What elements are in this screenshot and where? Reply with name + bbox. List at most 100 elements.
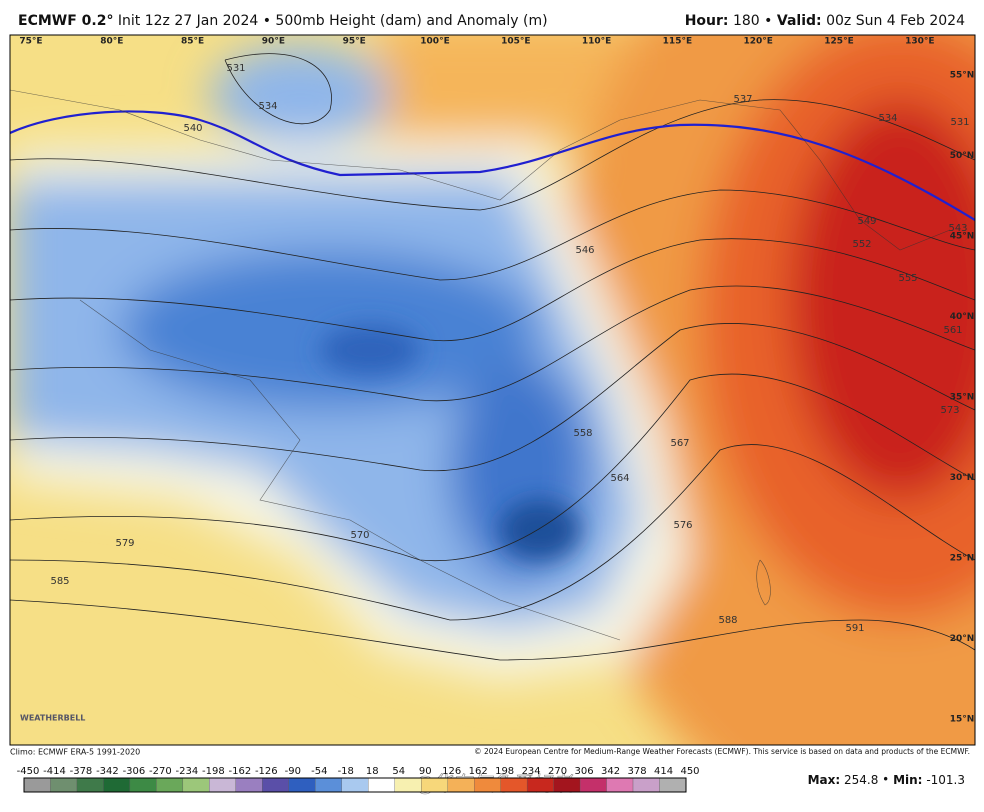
colorbar-tick-label: 270 — [548, 766, 567, 777]
borders — [10, 89, 951, 641]
anomaly-shading — [10, 35, 975, 745]
latitude-label: 20°N — [950, 634, 975, 644]
valid-info: Hour: 180 • Valid: 00z Sun 4 Feb 2024 — [685, 13, 965, 29]
map-field — [10, 35, 975, 745]
colorbar-segment — [341, 777, 369, 793]
colorbar-tick-label: 126 — [442, 766, 461, 777]
latitude-label: 50°N — [950, 151, 975, 161]
colorbar-tick-label: 54 — [392, 766, 405, 777]
colorbar-segment — [500, 777, 528, 793]
colorbar-tick-label: -54 — [311, 766, 327, 777]
longitude-label: 80°E — [100, 37, 123, 47]
colorbar-segment — [553, 777, 581, 793]
contour-label: 552 — [852, 239, 871, 250]
colorbar-segment — [129, 777, 157, 793]
contour-label: 585 — [50, 576, 69, 587]
longitude-label: 125°E — [824, 37, 853, 47]
max-label: Max: — [808, 773, 841, 787]
colorbar-segment — [474, 777, 501, 793]
contour-label: 546 — [575, 245, 594, 256]
model: ECMWF 0.2° — [18, 13, 113, 29]
min-label: Min: — [893, 773, 922, 787]
colorbar-tick-label: -450 — [17, 766, 40, 777]
contour-label: 588 — [718, 615, 737, 626]
colorbar-tick-label: 198 — [495, 766, 514, 777]
longitude-label: 110°E — [582, 37, 611, 47]
colorbar-tick-label: -126 — [255, 766, 278, 777]
colorbar-segment — [156, 777, 184, 793]
colorbar-tick-label: 450 — [680, 766, 699, 777]
longitude-label: 95°E — [343, 37, 366, 47]
colorbar-tick-label: -90 — [285, 766, 301, 777]
contour-label: 549 — [857, 216, 876, 227]
contour-label: 555 — [898, 273, 917, 284]
map-frame — [9, 34, 976, 746]
latitude-label: 15°N — [950, 715, 975, 725]
longitude-label: 105°E — [501, 37, 530, 47]
valid: 00z Sun 4 Feb 2024 — [826, 13, 965, 29]
max-min: Max: 254.8 • Min: -101.3 — [808, 773, 965, 787]
colorbar-tick-label: -162 — [228, 766, 251, 777]
colorbar-segment — [526, 777, 554, 793]
valid-label: Valid: — [777, 13, 822, 29]
colorbar-tick-label: 414 — [654, 766, 673, 777]
init: Init 12z 27 Jan 2024 • 500mb Height (dam… — [118, 13, 548, 29]
colorbar-segment — [262, 777, 289, 793]
contour-label: 579 — [115, 538, 134, 549]
colorbar-tick-label: 162 — [469, 766, 488, 777]
contour-label: 531 — [226, 63, 245, 74]
colorbar-segment — [606, 777, 634, 793]
longitude-label: 85°E — [181, 37, 204, 47]
colorbar-tick-label: 18 — [366, 766, 379, 777]
hour: 180 — [733, 13, 760, 29]
contour-label: 540 — [183, 123, 202, 134]
colorbar-tick-label: 234 — [522, 766, 541, 777]
climo: Climo: ECMWF ERA-5 1991-2020 — [10, 748, 140, 757]
colorbar-frame — [23, 777, 687, 793]
contour-label: 537 — [733, 94, 752, 105]
contour-label: 534 — [258, 101, 277, 112]
colorbar-segment — [182, 777, 210, 793]
colorbar-tick-label: -234 — [176, 766, 199, 777]
colorbar-tick-label: -18 — [338, 766, 354, 777]
longitude-label: 120°E — [743, 37, 772, 47]
latitude-label: 35°N — [950, 393, 975, 403]
contour-label: 567 — [670, 438, 689, 449]
longitude-label: 90°E — [262, 37, 285, 47]
contour-label: 543 — [948, 223, 967, 234]
colorbar-tick-label: -306 — [123, 766, 146, 777]
longitude-label: 130°E — [905, 37, 934, 47]
contour-label: 534 — [878, 113, 897, 124]
colorbar-segment — [23, 777, 51, 793]
colorbar-tick-label: -378 — [70, 766, 93, 777]
colorbar-segment — [421, 777, 448, 793]
colorbar-segment — [50, 777, 78, 793]
longitude-label: 75°E — [19, 37, 42, 47]
colorbar-segment — [235, 777, 263, 793]
hour-label: Hour: — [685, 13, 729, 29]
copyright: © 2024 European Centre for Medium-Range … — [474, 747, 970, 756]
colorbar-tick-label: -198 — [202, 766, 225, 777]
colorbar-tick-label: 90 — [419, 766, 432, 777]
colorbar-tick-label: 306 — [575, 766, 594, 777]
colorbar-segment — [394, 777, 422, 793]
colorbar-segment — [579, 777, 607, 793]
colorbar-segment — [288, 777, 316, 793]
contour-label: 561 — [943, 325, 962, 336]
latitude-label: 30°N — [950, 473, 975, 483]
max: 254.8 — [844, 773, 878, 787]
latitude-label: 55°N — [950, 71, 975, 81]
colorbar-tick-label: -414 — [43, 766, 66, 777]
colorbar-tick-label: 378 — [627, 766, 646, 777]
colorbar-tick-label: -270 — [149, 766, 172, 777]
colorbar-segment — [659, 777, 687, 793]
logo: WEATHERBELL — [20, 714, 85, 723]
contour-label: 558 — [573, 428, 592, 439]
colorbar-segment — [632, 777, 660, 793]
colorbar-segment — [103, 777, 131, 793]
longitude-label: 115°E — [663, 37, 692, 47]
colorbar-segment — [368, 777, 395, 793]
contour-label: 576 — [673, 520, 692, 531]
